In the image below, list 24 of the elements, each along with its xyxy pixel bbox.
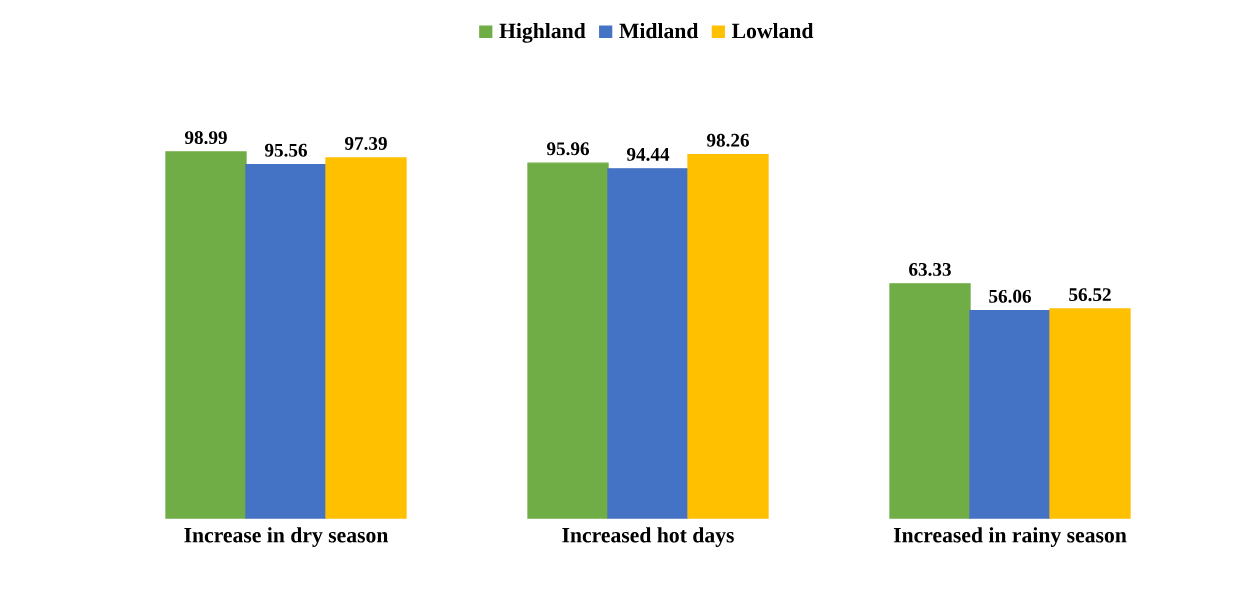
data-label: 95.56 <box>264 143 307 157</box>
data-label: 95.96 <box>546 142 590 156</box>
legend-label: Highland <box>499 23 586 43</box>
legend-label: Lowland <box>731 23 814 39</box>
bar <box>527 162 609 519</box>
data-label: 56.52 <box>1069 288 1111 302</box>
x-tick-label: Increase in dry season <box>184 527 389 547</box>
data-label: 56.06 <box>989 289 1032 303</box>
bar <box>325 157 407 519</box>
bar <box>245 164 327 519</box>
bar <box>969 310 1051 519</box>
bar <box>607 168 689 519</box>
bar <box>1049 308 1131 519</box>
x-tick-label: Increased in rainy season <box>893 527 1127 547</box>
legend-label: Midland <box>619 23 699 39</box>
data-label: 94.44 <box>626 147 670 161</box>
data-label: 63.33 <box>909 263 951 276</box>
bar <box>889 283 971 519</box>
bar <box>165 151 247 519</box>
bar <box>687 154 769 519</box>
data-label: 98.26 <box>706 133 750 147</box>
x-tick-label: Increased hot days <box>562 527 734 547</box>
data-label: 97.39 <box>344 137 387 151</box>
data-label: 98.99 <box>184 131 227 145</box>
